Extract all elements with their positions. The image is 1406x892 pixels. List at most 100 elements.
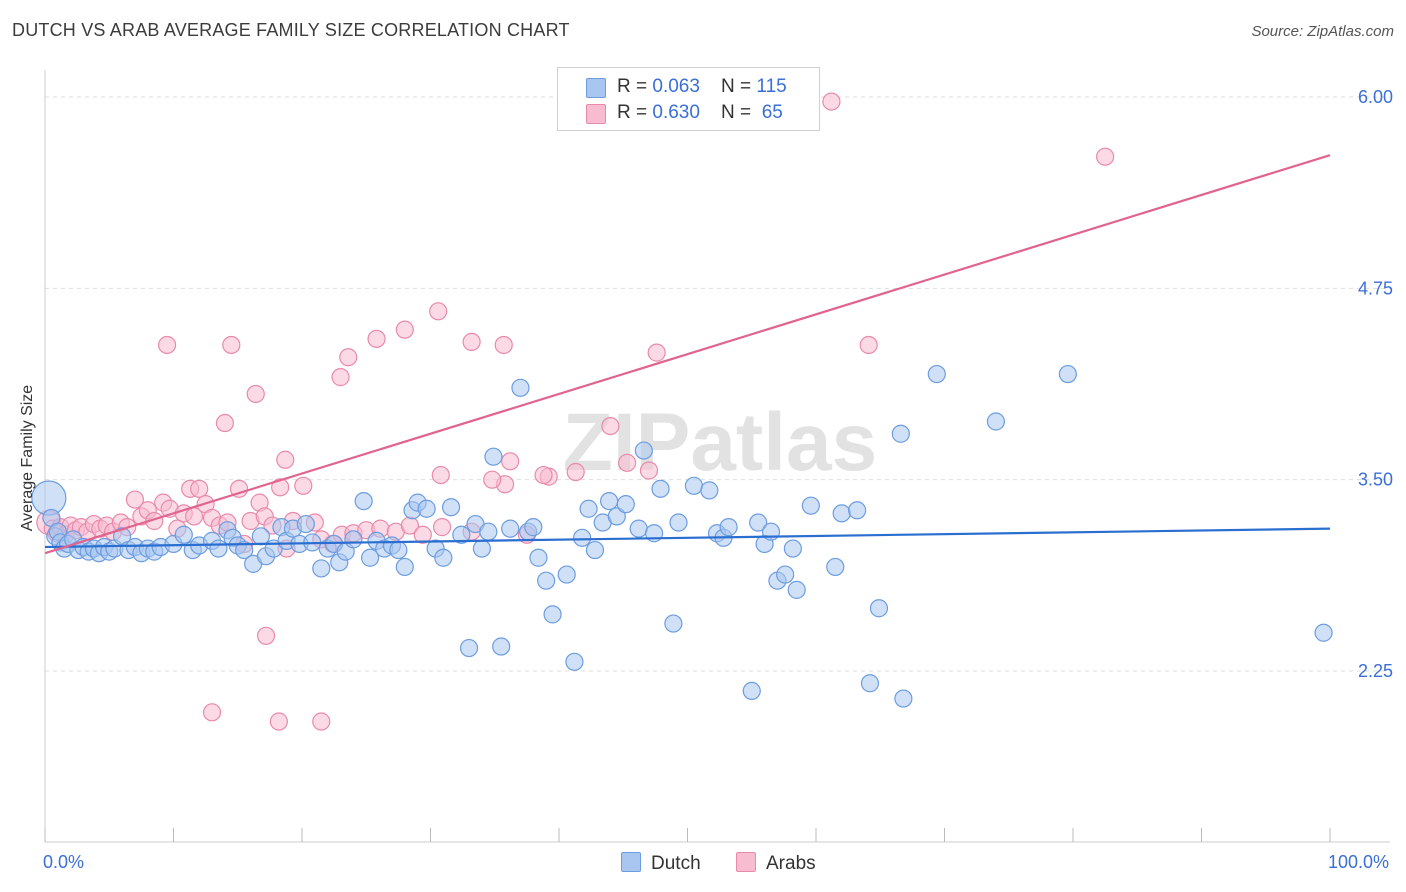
arab-point-61 <box>331 368 350 387</box>
dutch-legend-swatch <box>621 852 641 872</box>
dutch-n-value: 115 <box>756 76 787 97</box>
dutch-point-110 <box>891 424 910 443</box>
dutch-point-111 <box>894 689 913 708</box>
dutch-point-89 <box>664 614 683 633</box>
dutch-point-28 <box>209 539 228 558</box>
y-tick-label-3: 6.00 <box>1358 87 1393 107</box>
dutch-point-63 <box>459 638 479 658</box>
arab-point-69 <box>494 335 513 355</box>
y-tick-labels: 2.25 3.50 4.75 6.00 <box>1358 87 1393 681</box>
arab-swatch <box>586 104 606 124</box>
arab-point-36 <box>271 478 290 497</box>
dutch-point-62 <box>452 525 471 544</box>
dutch-point-96 <box>742 681 761 700</box>
dutch-points <box>31 364 1333 708</box>
arab-point-59 <box>256 626 276 645</box>
dutch-point-69 <box>501 519 520 538</box>
y-axis-label: Average Family Size <box>19 384 36 532</box>
dutch-point-60 <box>434 548 453 567</box>
arab-point-60 <box>276 450 295 469</box>
bottom-legend-arab: Arabs <box>736 852 816 875</box>
dutch-point-61 <box>441 498 461 517</box>
arab-point-75 <box>639 461 659 480</box>
bottom-legend-dutch: Dutch <box>621 852 701 875</box>
arab-point-67 <box>462 332 481 352</box>
dutch-point-49 <box>354 491 373 511</box>
dutch-point-67 <box>484 447 503 466</box>
dutch-point-112 <box>927 364 946 384</box>
dutch-point-113 <box>986 412 1006 431</box>
dutch-point-103 <box>787 580 806 599</box>
correlation-legend: R = 0.063 N = 115 R = 0.630 N = 65 <box>557 67 820 131</box>
gridlines <box>45 96 1390 672</box>
arab-point-25 <box>190 479 209 498</box>
dutch-point-34 <box>251 527 270 546</box>
x-tick-label-max: 100.0% <box>1328 852 1390 872</box>
dutch-point-79 <box>579 499 598 518</box>
dutch-point-95 <box>719 518 738 537</box>
dutch-point-72 <box>524 518 543 537</box>
dutch-point-101 <box>776 565 795 584</box>
dutch-point-106 <box>832 504 851 523</box>
dutch-point-102 <box>783 539 802 558</box>
dutch-point-48 <box>344 530 363 549</box>
dutch-point-50 <box>361 548 380 567</box>
dutch-point-108 <box>860 674 880 693</box>
dutch-point-41 <box>296 514 315 534</box>
arab-point-62 <box>339 348 358 367</box>
y-tick-label-2: 4.75 <box>1358 278 1393 298</box>
arab-point-71 <box>534 465 553 485</box>
arab-point-72 <box>566 462 585 482</box>
arab-point-70 <box>501 452 520 471</box>
dutch-point-76 <box>557 565 576 584</box>
dutch-point-77 <box>565 652 584 671</box>
arab-point-74 <box>618 453 637 472</box>
arab-point-68 <box>483 470 502 489</box>
y-tick-label-0: 2.25 <box>1358 661 1393 681</box>
arab-point-63 <box>367 329 386 348</box>
dutch-point-88 <box>651 479 670 498</box>
dutch-point-85 <box>629 519 648 538</box>
dutch-point-107 <box>848 501 867 520</box>
arab-point-76 <box>647 343 666 362</box>
watermark: ZIPatlas <box>563 397 877 488</box>
dutch-point-90 <box>669 513 688 532</box>
dutch-point-78 <box>573 528 592 547</box>
dutch-r-label: R = <box>617 76 653 97</box>
arab-point-77 <box>822 92 841 111</box>
arab-point-82 <box>312 712 331 731</box>
dutch-point-55 <box>395 557 414 577</box>
arab-point-50 <box>432 518 452 537</box>
arab-point-81 <box>269 712 288 731</box>
arab-point-30 <box>229 479 249 498</box>
dutch-point-114 <box>1058 364 1077 384</box>
arab-point-66 <box>431 465 450 485</box>
dutch-point-115 <box>1314 623 1333 642</box>
arab-point-79 <box>1096 147 1115 166</box>
dutch-legend-label: Dutch <box>651 853 701 874</box>
dutch-point-109 <box>869 599 889 618</box>
dutch-point-104 <box>801 496 820 515</box>
arab-point-80 <box>202 703 222 722</box>
arab-legend-swatch <box>736 852 756 872</box>
arab-point-49 <box>413 525 432 544</box>
arab-n-value: 65 <box>756 102 783 123</box>
dutch-point-83 <box>607 507 626 526</box>
dutch-point-68 <box>492 637 511 656</box>
trendlines <box>44 154 1331 555</box>
dutch-point-43 <box>312 559 331 578</box>
dutch-point-66 <box>479 522 498 541</box>
source-credit: Source: ZipAtlas.com <box>1251 23 1394 40</box>
arab-point-55 <box>157 335 177 355</box>
arab-point-15 <box>125 490 145 509</box>
arab-legend-label: Arabs <box>766 853 816 874</box>
dutch-r-value: 0.063 <box>652 76 700 97</box>
dutch-point-86 <box>634 441 653 460</box>
dutch-point-24 <box>174 525 193 544</box>
arab-point-58 <box>246 384 265 404</box>
arab-point-78 <box>859 335 878 355</box>
dutch-point-84 <box>616 495 635 514</box>
chart-title: DUTCH VS ARAB AVERAGE FAMILY SIZE CORREL… <box>12 20 570 40</box>
dutch-point-54 <box>389 540 408 560</box>
